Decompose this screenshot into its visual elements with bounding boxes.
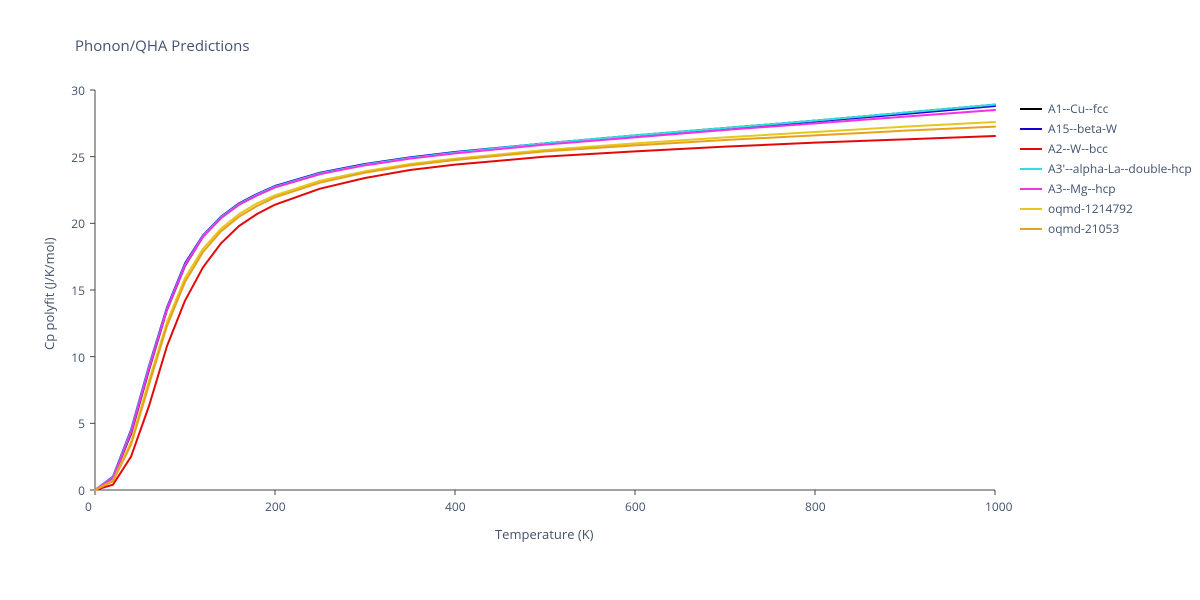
y-tick-label: 5: [78, 415, 85, 432]
legend-label: A3--Mg--hcp: [1048, 180, 1116, 197]
y-tick-label: 0: [78, 482, 85, 499]
series-line: [95, 127, 995, 490]
series-line: [95, 105, 995, 490]
legend-label: oqmd-1214792: [1048, 200, 1133, 217]
legend-item[interactable]: A3'--alpha-La--double-hcp: [1020, 160, 1192, 177]
legend-swatch: [1020, 168, 1042, 170]
y-tick-label: 10: [71, 349, 85, 366]
x-tick-label: 400: [445, 498, 466, 515]
legend-label: oqmd-21053: [1048, 220, 1119, 237]
legend-item[interactable]: A15--beta-W: [1020, 120, 1192, 137]
legend-label: A2--W--bcc: [1048, 140, 1108, 157]
legend-swatch: [1020, 108, 1042, 110]
legend-item[interactable]: oqmd-1214792: [1020, 200, 1192, 217]
y-tick-label: 20: [71, 215, 85, 232]
legend-label: A3'--alpha-La--double-hcp: [1048, 160, 1192, 177]
series-line: [95, 106, 995, 490]
y-tick-label: 30: [71, 82, 85, 99]
x-tick-label: 800: [805, 498, 826, 515]
y-tick-label: 25: [71, 149, 85, 166]
series-line: [95, 136, 995, 490]
legend: A1--Cu--fcc A15--beta-W A2--W--bcc A3'--alp…: [1020, 100, 1192, 240]
legend-swatch: [1020, 148, 1042, 150]
legend-swatch: [1020, 228, 1042, 230]
legend-label: A15--beta-W: [1048, 120, 1117, 137]
x-tick-label: 600: [625, 498, 646, 515]
series-line: [95, 105, 995, 490]
x-tick-label: 0: [85, 498, 92, 515]
chart-plot-area: [0, 0, 1200, 600]
legend-item[interactable]: A1--Cu--fcc: [1020, 100, 1192, 117]
series-line: [95, 122, 995, 490]
x-tick-label: 1000: [985, 498, 1012, 515]
series-line: [95, 110, 995, 490]
legend-swatch: [1020, 208, 1042, 210]
legend-swatch: [1020, 128, 1042, 130]
y-tick-label: 15: [71, 282, 85, 299]
legend-item[interactable]: A3--Mg--hcp: [1020, 180, 1192, 197]
legend-swatch: [1020, 188, 1042, 190]
x-tick-label: 200: [265, 498, 286, 515]
legend-label: A1--Cu--fcc: [1048, 100, 1108, 117]
legend-item[interactable]: oqmd-21053: [1020, 220, 1192, 237]
legend-item[interactable]: A2--W--bcc: [1020, 140, 1192, 157]
